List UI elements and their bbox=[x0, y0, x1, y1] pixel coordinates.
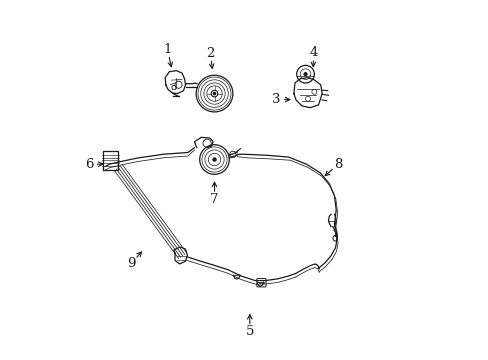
Text: 2: 2 bbox=[206, 46, 214, 59]
Text: 7: 7 bbox=[210, 193, 218, 206]
Text: 6: 6 bbox=[85, 158, 93, 171]
Text: 5: 5 bbox=[245, 325, 253, 338]
Text: 3: 3 bbox=[272, 93, 280, 106]
Text: 4: 4 bbox=[308, 46, 317, 59]
Text: 8: 8 bbox=[334, 158, 342, 171]
Text: 1: 1 bbox=[163, 43, 171, 56]
Circle shape bbox=[303, 72, 307, 76]
Circle shape bbox=[212, 92, 216, 95]
Circle shape bbox=[212, 157, 216, 162]
Text: 9: 9 bbox=[127, 257, 136, 270]
